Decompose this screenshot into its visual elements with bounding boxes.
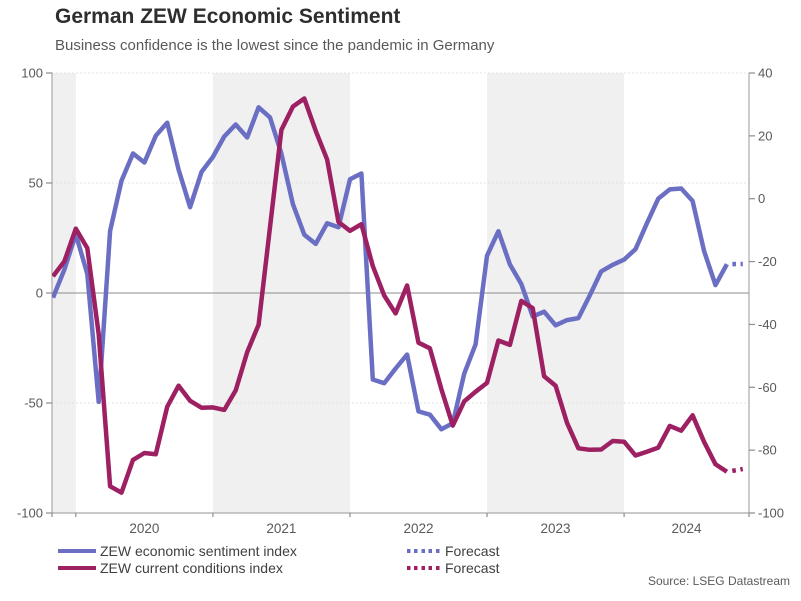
svg-text:2020: 2020 [129, 521, 159, 536]
legend-swatch-conditions-forecast [407, 566, 441, 570]
legend-swatch-sentiment-forecast [407, 549, 441, 553]
series-lines [52, 96, 744, 495]
legend-swatch-sentiment-line [58, 549, 96, 553]
conditions-forecast-dashes [731, 466, 744, 474]
axis-ticks [46, 72, 755, 517]
conditions-line [52, 96, 729, 495]
svg-text:2021: 2021 [266, 521, 296, 536]
sentiment-line [52, 105, 729, 432]
svg-text:40: 40 [758, 66, 772, 81]
legend-label-conditions: ZEW current conditions index [100, 560, 283, 576]
svg-text:-50: -50 [24, 396, 43, 411]
svg-text:0: 0 [36, 286, 43, 301]
svg-text:-60: -60 [758, 380, 777, 395]
legend-swatch-conditions-line [58, 566, 96, 570]
svg-text:-100: -100 [17, 506, 43, 521]
svg-text:-20: -20 [758, 254, 777, 269]
svg-text:2023: 2023 [541, 521, 571, 536]
svg-text:20: 20 [758, 128, 772, 143]
legend-label-sentiment: ZEW economic sentiment index [100, 543, 297, 559]
svg-text:50: 50 [29, 176, 43, 191]
svg-text:-40: -40 [758, 317, 777, 332]
chart-subtitle: Business confidence is the lowest since … [55, 37, 495, 54]
svg-text:-80: -80 [758, 443, 777, 458]
source-attribution: Source: LSEG Datastream [647, 574, 790, 588]
legend-label-conditions-forecast: Forecast [445, 560, 500, 576]
gridlines [52, 72, 749, 404]
svg-text:0: 0 [758, 191, 765, 206]
svg-text:100: 100 [21, 66, 43, 81]
svg-text:2022: 2022 [403, 521, 433, 536]
legend-label-sentiment-forecast: Forecast [445, 543, 500, 559]
page-title: German ZEW Economic Sentiment [55, 5, 401, 28]
axis-labels: 100 50 0 -50 -100 40 20 0 -20 -40 -60 -80 -100 2020 20… [17, 66, 784, 537]
svg-text:-100: -100 [758, 506, 784, 521]
svg-text:2024: 2024 [672, 521, 703, 536]
